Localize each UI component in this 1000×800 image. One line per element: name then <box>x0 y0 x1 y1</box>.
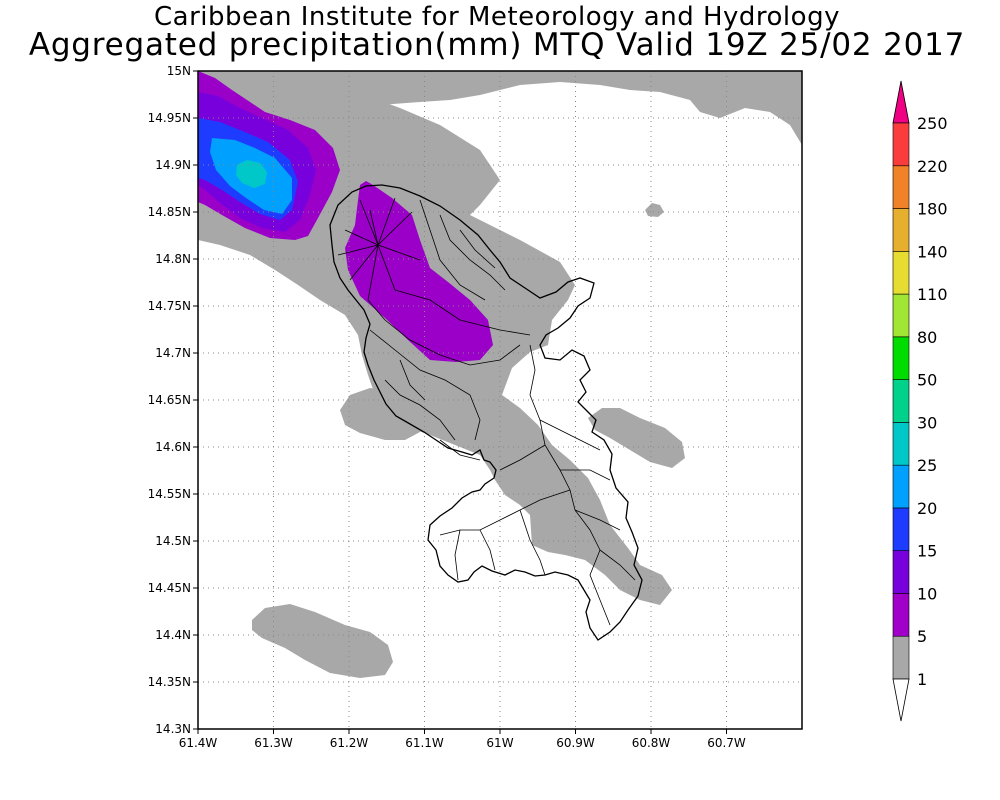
grid-lines <box>198 71 803 729</box>
y-tick-label: 14.8N <box>155 252 191 266</box>
y-tick-label: 14.55N <box>148 487 191 501</box>
y-tick-label: 14.7N <box>155 346 191 360</box>
precip-area-purple-central <box>345 181 493 362</box>
title-line-1: Caribbean Institute for Meteorology and … <box>154 2 840 32</box>
colorbar-level-label: 140 <box>917 242 948 261</box>
colorbar-swatch <box>892 635 910 680</box>
y-tick-label: 14.85N <box>148 205 191 219</box>
x-tick-label: 60.8W <box>632 736 671 750</box>
x-tick-label: 61.1W <box>405 736 444 750</box>
y-tick-label: 14.95N <box>148 111 191 125</box>
colorbar-level-label: 1 <box>917 670 927 689</box>
y-tick-label: 14.75N <box>148 299 191 313</box>
x-tick-label: 60.7W <box>707 736 746 750</box>
colorbar-level-label: 250 <box>917 114 948 133</box>
colorbar-level-label: 25 <box>917 456 937 475</box>
colorbar-swatch <box>892 379 910 423</box>
colorbar-swatch <box>892 165 910 209</box>
colorbar-swatch <box>892 122 910 167</box>
colorbar-swatch <box>892 593 910 637</box>
y-tick-label: 14.3N <box>155 722 191 736</box>
y-axis: 15N 14.95N 14.9N 14.85N 14.8N 14.75N 14.7N 14.6… <box>148 64 198 736</box>
y-tick-label: 14.45N <box>148 581 191 595</box>
colorbar-level-label: 220 <box>917 157 948 176</box>
commune-boundaries <box>337 197 636 626</box>
x-axis: 61.4W 61.3W 61.2W 61.1W 61W 60.9W 60.8W 60.7W <box>179 729 746 750</box>
x-tick-label: 61.4W <box>179 736 218 750</box>
x-tick-label: 61.3W <box>254 736 293 750</box>
y-tick-label: 14.5N <box>155 534 191 548</box>
colorbar-swatch <box>892 507 910 551</box>
y-tick-label: 14.6N <box>155 440 191 454</box>
precip-area-gray-small <box>645 203 664 217</box>
y-tick-label: 14.65N <box>148 393 191 407</box>
y-tick-label: 15N <box>167 64 191 78</box>
colorbar-level-label: 15 <box>917 542 937 561</box>
colorbar-bottom-triangle <box>892 678 910 722</box>
x-tick-label: 61W <box>486 736 513 750</box>
precip-area-gray-west <box>340 388 425 440</box>
colorbar-swatch <box>892 336 910 380</box>
colorbar-swatch <box>892 251 910 295</box>
precip-area-gray-south <box>252 604 393 678</box>
title-line-2: Aggregated precipitation(mm) MTQ Valid 1… <box>28 27 966 63</box>
colorbar-swatch <box>892 208 910 252</box>
colorbar-level-label: 110 <box>917 285 948 304</box>
x-tick-label: 60.9W <box>556 736 595 750</box>
colorbar-top-triangle <box>892 80 910 124</box>
precipitation-shading <box>198 71 802 678</box>
precip-area-cyan <box>236 160 267 188</box>
y-tick-label: 14.35N <box>148 675 191 689</box>
y-tick-label: 14.9N <box>155 158 191 172</box>
colorbar-level-label: 5 <box>917 627 927 646</box>
precip-area-gray-east <box>588 408 685 468</box>
precip-area-gray-north <box>300 71 802 145</box>
colorbar-level-label: 50 <box>917 371 937 390</box>
colorbar-level-label: 180 <box>917 200 948 219</box>
colorbar-swatch <box>892 464 910 509</box>
colorbar-level-label: 80 <box>917 328 937 347</box>
colorbar-level-label: 30 <box>917 413 937 432</box>
y-tick-label: 14.4N <box>155 628 191 642</box>
colorbar-swatch <box>892 550 910 594</box>
colorbar-swatch <box>892 422 910 466</box>
colorbar-swatch <box>892 293 910 338</box>
colorbar-level-label: 20 <box>917 499 937 518</box>
x-tick-label: 61.2W <box>330 736 369 750</box>
colorbar-level-label: 10 <box>917 584 937 603</box>
